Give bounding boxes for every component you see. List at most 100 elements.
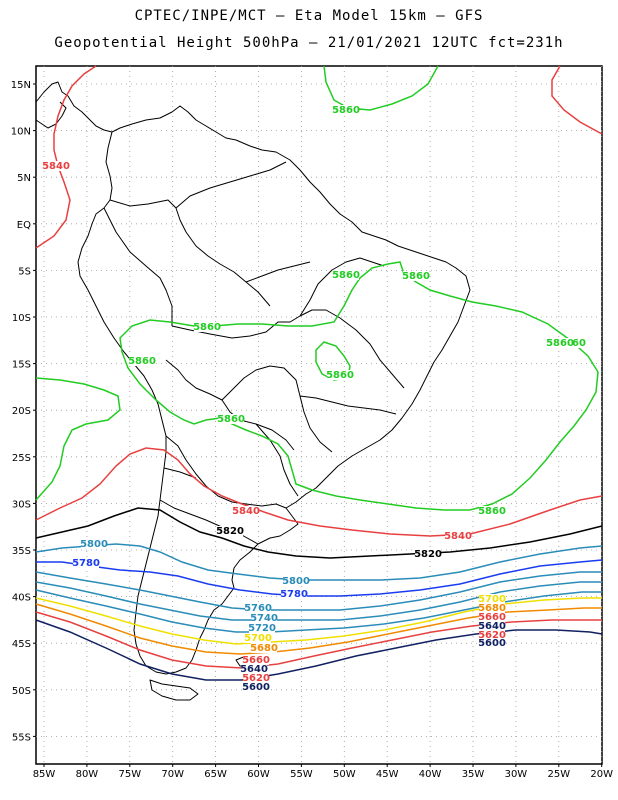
contour-label: 5860 (193, 322, 221, 333)
contour-label-bg (245, 633, 271, 643)
latitude-label: 5N (17, 173, 31, 184)
contour-label: 5820 (414, 549, 442, 560)
contour-label-bg (43, 161, 69, 171)
contour-label: 5620 (478, 630, 506, 641)
contour-label-bg (243, 682, 269, 692)
contour-label-bg (217, 526, 243, 536)
contour-label-bg (241, 664, 267, 674)
latitude-label: 15N (11, 80, 31, 91)
contour-label-bg (218, 414, 244, 424)
latitude-label: 55S (12, 732, 31, 743)
contour-label: 5840 (444, 531, 472, 542)
contour-label-bg (403, 271, 429, 281)
contour-label-bg (81, 539, 107, 549)
contour-label-bg (415, 549, 441, 559)
longitude-label: 30W (505, 769, 528, 780)
contour-5820 (35, 507, 603, 559)
contour-label: 5600 (242, 682, 270, 693)
contour-label-bg (479, 603, 505, 613)
contour-label: 5820 (216, 526, 244, 537)
contour-label-bg (283, 576, 309, 586)
contour-5720 (35, 589, 602, 633)
contour-label: 5660 (242, 655, 270, 666)
contour-label-bg (479, 621, 505, 631)
contour-label: 5640 (240, 664, 268, 675)
contour-label-bg (281, 589, 307, 599)
contour-label: 5860 (217, 414, 245, 425)
longitude-label: 25W (547, 769, 570, 780)
latitude-label: 25S (12, 453, 31, 464)
contour-label: 5840 (42, 161, 70, 172)
contour-label: 5680 (250, 643, 278, 654)
contour-label: 5800 (80, 539, 108, 550)
latitude-label: 35S (12, 546, 31, 557)
contour-label-bg (243, 655, 269, 665)
contour-label-bg (327, 370, 353, 380)
latitude-label: 50S (12, 686, 31, 697)
latitude-label: 15S (12, 360, 31, 371)
contour-label-bg (479, 594, 505, 604)
contour-label-bg (445, 531, 471, 541)
contour-label-bg (194, 322, 220, 332)
contour-5760 (35, 571, 602, 611)
contour-5860-west (35, 377, 121, 501)
longitude-labels: 85W 80W 75W 70W 65W 60W 55W 50W 45W 40W 35W 30W 25W 2… (33, 764, 613, 780)
contour-label-bg (479, 506, 505, 516)
contour-label-bg (251, 613, 277, 623)
longitude-label: 85W (33, 769, 56, 780)
contour-5840-south (35, 447, 603, 537)
contour-label: 5860 (402, 271, 430, 282)
longitude-label: 80W (76, 769, 99, 780)
contour-5660 (35, 611, 602, 669)
contour-5840-east (551, 65, 603, 135)
contour-label: 5700 (478, 594, 506, 605)
contour-label: 5700 (244, 633, 272, 644)
contour-label-bg (333, 270, 359, 280)
longitude-label: 75W (118, 769, 141, 780)
contour-label-bg (479, 638, 505, 648)
latitude-label: 10N (11, 127, 31, 138)
map-frame (35, 65, 603, 765)
contour-label: 5780 (280, 589, 308, 600)
contour-5800 (35, 543, 603, 581)
contour-label-bg (249, 623, 275, 633)
map-title: CPTEC/INPE/MCT – Eta Model 15km – GFS (134, 8, 484, 24)
contour-label: 5760 (244, 603, 272, 614)
contour-lines (35, 65, 603, 681)
contour-label: 5860 (326, 370, 354, 381)
contour-labels: 5860 5840 5860 5860 5860 5860 5860 5860 5860 5860… (42, 105, 586, 693)
contour-label-bg (479, 630, 505, 640)
contour-label-bg (245, 603, 271, 613)
contour-label: 5860 (546, 338, 574, 349)
coastline (35, 81, 471, 701)
longitude-label: 65W (204, 769, 227, 780)
contour-label: 5780 (72, 558, 100, 569)
longitude-label: 70W (161, 769, 184, 780)
contour-label: 5660 (478, 612, 506, 623)
contour-label: 5860 (332, 105, 360, 116)
longitude-label: 20W (590, 769, 613, 780)
contour-label-bg (333, 105, 359, 115)
latitude-label: 40S (12, 593, 31, 604)
contour-label: 5800 (282, 576, 310, 587)
longitude-label: 45W (376, 769, 399, 780)
latitude-labels: 15N 10N 5N EQ 5S 10S 15S 20S 25S 30S 35S 40S 45S 50S 5… (11, 80, 36, 743)
contour-label: 5860 (478, 506, 506, 517)
contour-label-bg (129, 356, 155, 366)
contour-label-bg (251, 643, 277, 653)
contour-label: 5840 (232, 506, 260, 517)
contour-label: 5720 (248, 623, 276, 634)
contour-label: 5680 (478, 603, 506, 614)
contour-5640 (35, 619, 603, 681)
contour-5860-north (323, 65, 439, 111)
latitude-label: 20S (12, 406, 31, 417)
contour-label-bg (547, 338, 573, 348)
contour-5680 (35, 603, 602, 655)
contour-label-bg (233, 506, 259, 516)
contour-5740 (35, 581, 602, 621)
contour-label-bg (243, 673, 269, 683)
longitude-label: 50W (333, 769, 356, 780)
longitude-label: 55W (290, 769, 313, 780)
latitude-label: EQ (17, 220, 31, 231)
contour-5700 (35, 597, 602, 645)
